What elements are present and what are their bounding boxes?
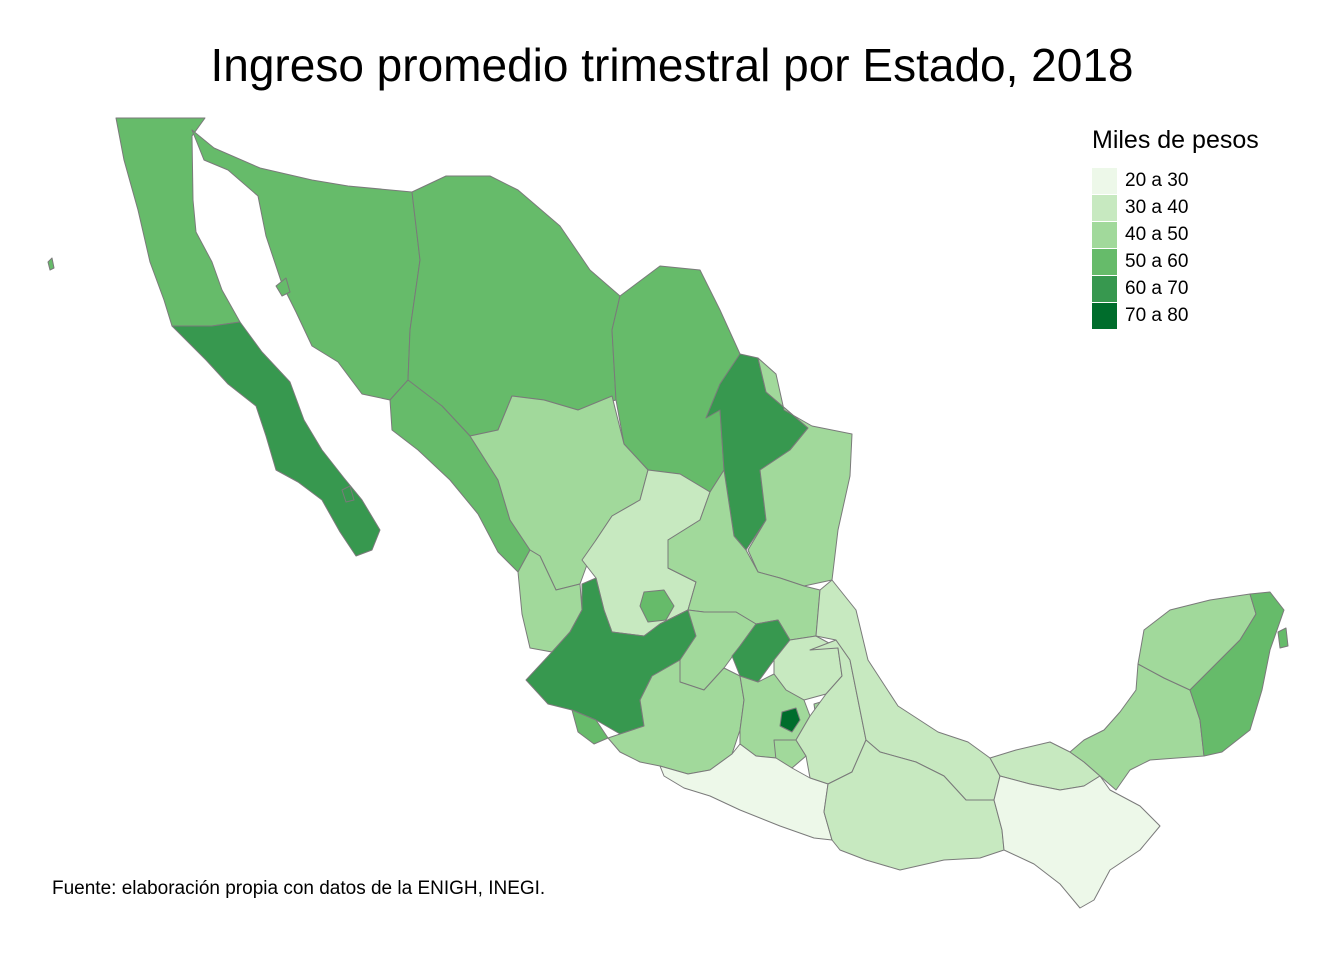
legend-item: 40 a 50: [1092, 221, 1259, 248]
region-baja-california: Baja California: [115, 117, 241, 327]
region-sonora: Sonora: [191, 129, 421, 401]
legend-swatch: [1092, 167, 1117, 194]
region-quintana-roo: Quintana Roo: [1189, 591, 1285, 757]
map-legend: Miles de pesos 20 a 30 30 a 40 40 a 50 5…: [1092, 126, 1259, 329]
region-hidalgo: Hidalgo: [773, 635, 843, 701]
legend-swatch: [1092, 248, 1117, 275]
region-morelos: Morelos: [773, 739, 807, 769]
legend-title: Miles de pesos: [1092, 126, 1259, 154]
legend-label: 20 a 30: [1125, 169, 1189, 191]
legend-swatch: [1092, 194, 1117, 221]
legend-label: 40 a 50: [1125, 223, 1189, 245]
legend-label: 30 a 40: [1125, 196, 1189, 218]
island-tiburon: Sonora: [275, 277, 291, 297]
legend-item: 60 a 70: [1092, 275, 1259, 302]
legend-swatch: [1092, 221, 1117, 248]
region-ciudad-de-mexico: Ciudad de México: [779, 707, 801, 733]
legend-item: 20 a 30: [1092, 167, 1259, 194]
region-baja-california-sur: Baja California Sur: [171, 321, 381, 557]
island-guadalupe: Baja California: [47, 257, 55, 271]
region-aguascalientes: Aguascalientes: [639, 589, 675, 623]
region-chiapas: Chiapas: [993, 775, 1161, 909]
map-title: Ingreso promedio trimestral por Estado, …: [210, 39, 1134, 91]
legend-item: 50 a 60: [1092, 248, 1259, 275]
island-cerralvo: Baja California Sur: [341, 485, 355, 503]
legend-swatch: [1092, 275, 1117, 302]
region-colima: Colima: [571, 709, 609, 745]
legend-item: 70 a 80: [1092, 302, 1259, 329]
island-cozumel: Quintana Roo: [1277, 627, 1289, 649]
legend-label: 70 a 80: [1125, 304, 1189, 326]
legend-label: 50 a 60: [1125, 250, 1189, 272]
legend-item: 30 a 40: [1092, 194, 1259, 221]
source-caption: Fuente: elaboración propia con datos de …: [52, 878, 546, 899]
legend-swatch: [1092, 302, 1117, 329]
legend-label: 60 a 70: [1125, 277, 1189, 299]
